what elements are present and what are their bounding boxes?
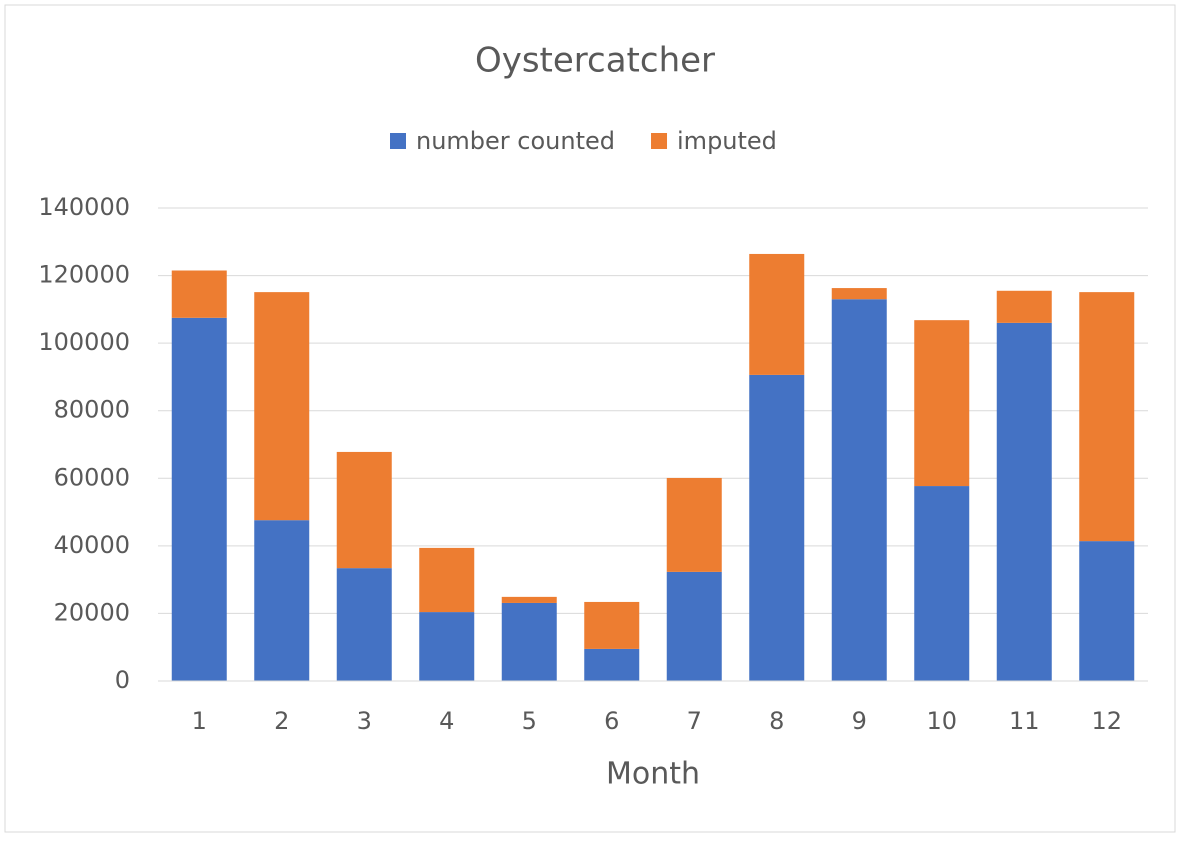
- bar-segment: [584, 648, 640, 681]
- bar-segment: [749, 374, 805, 681]
- y-tick-label: 20000: [54, 598, 130, 626]
- bar-segment: [254, 520, 310, 681]
- bar-segment: [1079, 292, 1135, 542]
- x-tick-label: 6: [604, 707, 619, 735]
- bar-segment: [171, 270, 227, 318]
- x-tick-label: 7: [687, 707, 702, 735]
- bar-segment: [336, 451, 392, 569]
- bar-segment: [171, 317, 227, 681]
- x-tick-label: 12: [1091, 707, 1122, 735]
- y-tick-label: 80000: [54, 396, 130, 424]
- bar-segment: [584, 601, 640, 649]
- bar-segment: [996, 322, 1052, 681]
- bar-segment: [749, 253, 805, 375]
- bar-segment: [666, 477, 722, 572]
- y-tick-label: 120000: [38, 261, 130, 289]
- legend-label: imputed: [677, 127, 777, 155]
- bar-segment: [914, 486, 970, 681]
- legend-swatch: [651, 133, 668, 149]
- bar-segment: [419, 547, 475, 613]
- bar-segment: [996, 290, 1052, 323]
- bar-segment: [1079, 541, 1135, 681]
- y-tick-label: 60000: [54, 463, 130, 491]
- bar-segment: [419, 612, 475, 681]
- y-tick-label: 140000: [38, 193, 130, 221]
- y-tick-label: 0: [115, 666, 130, 694]
- x-tick-label: 4: [439, 707, 454, 735]
- chart-title: Oystercatcher: [475, 41, 715, 81]
- x-axis-title: Month: [606, 757, 700, 792]
- bar-segment: [501, 596, 557, 603]
- bar-segment: [831, 299, 887, 681]
- x-tick-label: 9: [852, 707, 867, 735]
- y-tick-label: 100000: [38, 328, 130, 356]
- x-tick-label: 1: [192, 707, 207, 735]
- legend-swatch: [390, 133, 406, 149]
- x-tick-label: 8: [769, 707, 784, 735]
- legend-label: number counted: [416, 127, 615, 155]
- bar-segment: [666, 571, 722, 681]
- y-tick-label: 40000: [54, 531, 130, 559]
- bar-segment: [831, 288, 887, 300]
- x-tick-label: 2: [274, 707, 289, 735]
- x-tick-label: 3: [357, 707, 372, 735]
- x-tick-label: 5: [522, 707, 537, 735]
- x-tick-label: 11: [1009, 707, 1040, 735]
- bar-segment: [254, 292, 310, 521]
- bar-segment: [501, 602, 557, 681]
- x-tick-label: 10: [926, 707, 957, 735]
- bar-segment: [336, 568, 392, 681]
- bar-segment: [914, 320, 970, 487]
